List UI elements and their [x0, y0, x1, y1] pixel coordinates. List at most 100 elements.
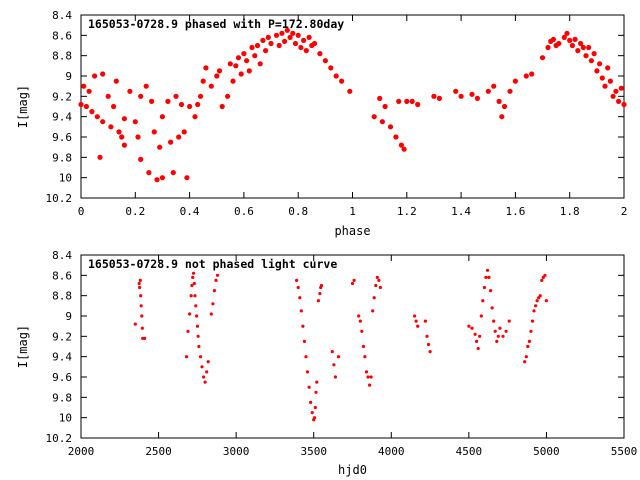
chart-1-data-point	[116, 129, 122, 135]
chart-1-data-point	[273, 32, 280, 38]
chart-2-data-point	[473, 332, 477, 336]
chart-1-data-point	[219, 103, 225, 110]
chart-2-data-point	[364, 370, 369, 374]
chart-1-data-point	[181, 129, 187, 135]
chart-1-data-point	[146, 170, 152, 176]
chart-2-data-point	[378, 285, 382, 290]
chart-1-data-point	[398, 142, 404, 148]
chart-1-data-point	[569, 42, 576, 49]
chart-2-data-point	[366, 375, 370, 379]
chart-2-y-tick-label: 10.2	[46, 432, 73, 445]
chart-2-data-point	[414, 319, 418, 323]
chart-1-data-point	[333, 73, 339, 79]
chart-2-data-point	[526, 344, 530, 349]
chart-2-data-point	[425, 334, 429, 338]
chart-2-data-point	[186, 329, 190, 333]
chart-2-data-point	[490, 306, 494, 310]
chart-1-data-point	[431, 93, 437, 99]
chart-1-data-point	[311, 40, 318, 47]
chart-2-data-point	[305, 370, 310, 374]
chart-1-y-tick-label: 9.4	[52, 111, 72, 124]
chart-1-data-point	[216, 68, 223, 74]
chart-1-data-point	[154, 177, 160, 183]
chart-1-data-point	[347, 88, 353, 94]
chart-1-x-tick-label: 1.4	[451, 205, 471, 218]
chart-2-data-point	[426, 342, 431, 347]
chart-2-data-point	[304, 355, 308, 359]
chart-1-data-point	[241, 51, 247, 57]
chart-2-data-point	[489, 289, 493, 293]
chart-1-data-point	[396, 98, 402, 104]
chart-1-data-point	[382, 103, 388, 110]
chart-2-data-point	[330, 350, 334, 354]
chart-2-y-tick-label: 9.4	[52, 351, 72, 364]
chart-1-data-point	[371, 114, 377, 120]
chart-2-y-tick-label: 8.8	[52, 290, 72, 303]
chart-1-data-point	[159, 114, 165, 120]
chart-1-data-point	[317, 51, 323, 57]
chart-2-data-point	[476, 346, 480, 351]
chart-2-data-point	[313, 405, 317, 410]
chart-2-data-point	[368, 383, 372, 387]
chart-2-data-point	[504, 329, 508, 333]
chart-1-x-tick-label: 1.2	[397, 205, 417, 218]
chart-1-y-axis-label: I[mag]	[16, 85, 30, 128]
chart-2-data-point	[352, 278, 356, 282]
chart-1-data-point	[474, 95, 480, 101]
chart-1-data-point	[176, 134, 182, 140]
chart-1-y-tick-label: 9.8	[52, 151, 72, 164]
chart-2-data-point	[197, 344, 201, 349]
chart-2-data-point	[478, 334, 482, 338]
chart-1-data-point	[238, 71, 244, 77]
chart-1-data-point	[621, 101, 627, 108]
chart-2-x-tick-label: 4000	[378, 445, 405, 458]
chart-2-data-point	[527, 339, 532, 343]
chart-1-data-point	[572, 36, 578, 43]
chart-2-y-tick-label: 9	[65, 310, 72, 323]
chart-2-data-point	[467, 324, 471, 328]
chart-1-data-point	[192, 114, 198, 120]
chart-2-data-point	[189, 294, 193, 298]
chart-1-y-tick-label: 8.4	[52, 9, 72, 22]
chart-2-data-point	[369, 375, 373, 379]
chart-1-data-point	[539, 55, 546, 61]
chart-2-data-point	[133, 322, 137, 326]
chart-1-data-point	[586, 44, 592, 51]
chart-1-data-point	[556, 40, 562, 47]
chart-1-data-point	[83, 103, 89, 110]
chart-1-data-point	[92, 73, 98, 79]
chart-2-data-point	[195, 314, 199, 318]
chart-2-x-tick-label: 4500	[456, 445, 483, 458]
chart-2-data-point	[307, 385, 311, 389]
chart-1-data-point	[170, 170, 176, 176]
chart-1-title: 165053-0728.9 phased with P=172.80day	[88, 17, 344, 31]
chart-2-data-point	[200, 365, 204, 369]
chart-1-y-tick-label: 10	[59, 172, 72, 185]
chart-1-x-tick-label: 0.4	[180, 205, 200, 218]
chart-1-data-point	[86, 88, 92, 94]
chart-1-x-tick-label: 0.8	[288, 205, 308, 218]
chart-1-data-point	[135, 134, 141, 140]
chart-2-data-point	[501, 334, 505, 338]
chart-2-data-point	[138, 278, 142, 282]
chart-2-x-tick-label: 5500	[611, 445, 638, 458]
chart-1-data-point	[81, 83, 87, 89]
chart-2-data-point	[372, 296, 376, 300]
chart-1-data-point	[178, 101, 185, 108]
chart-2-data-point	[358, 319, 362, 323]
chart-1-data-point	[157, 144, 163, 150]
chart-1-data-point	[138, 156, 144, 162]
chart-1-data-point	[339, 78, 345, 84]
chart-1-data-point	[78, 101, 84, 108]
chart-1-data-point	[453, 88, 459, 94]
chart-1-data-point	[485, 88, 491, 94]
chart-1-data-point	[564, 30, 570, 36]
chart-2-data-point	[544, 299, 549, 303]
chart-2-x-tick-label: 3500	[300, 445, 327, 458]
chart-1-y-tick-label: 8.6	[52, 29, 72, 42]
chart-2-data-point	[192, 281, 196, 286]
chart-1-data-point	[561, 34, 567, 41]
chart-2-y-axis-label: I[mag]	[16, 325, 30, 368]
chart-2-x-tick-label: 5000	[533, 445, 560, 458]
chart-2-data-point	[470, 326, 474, 330]
